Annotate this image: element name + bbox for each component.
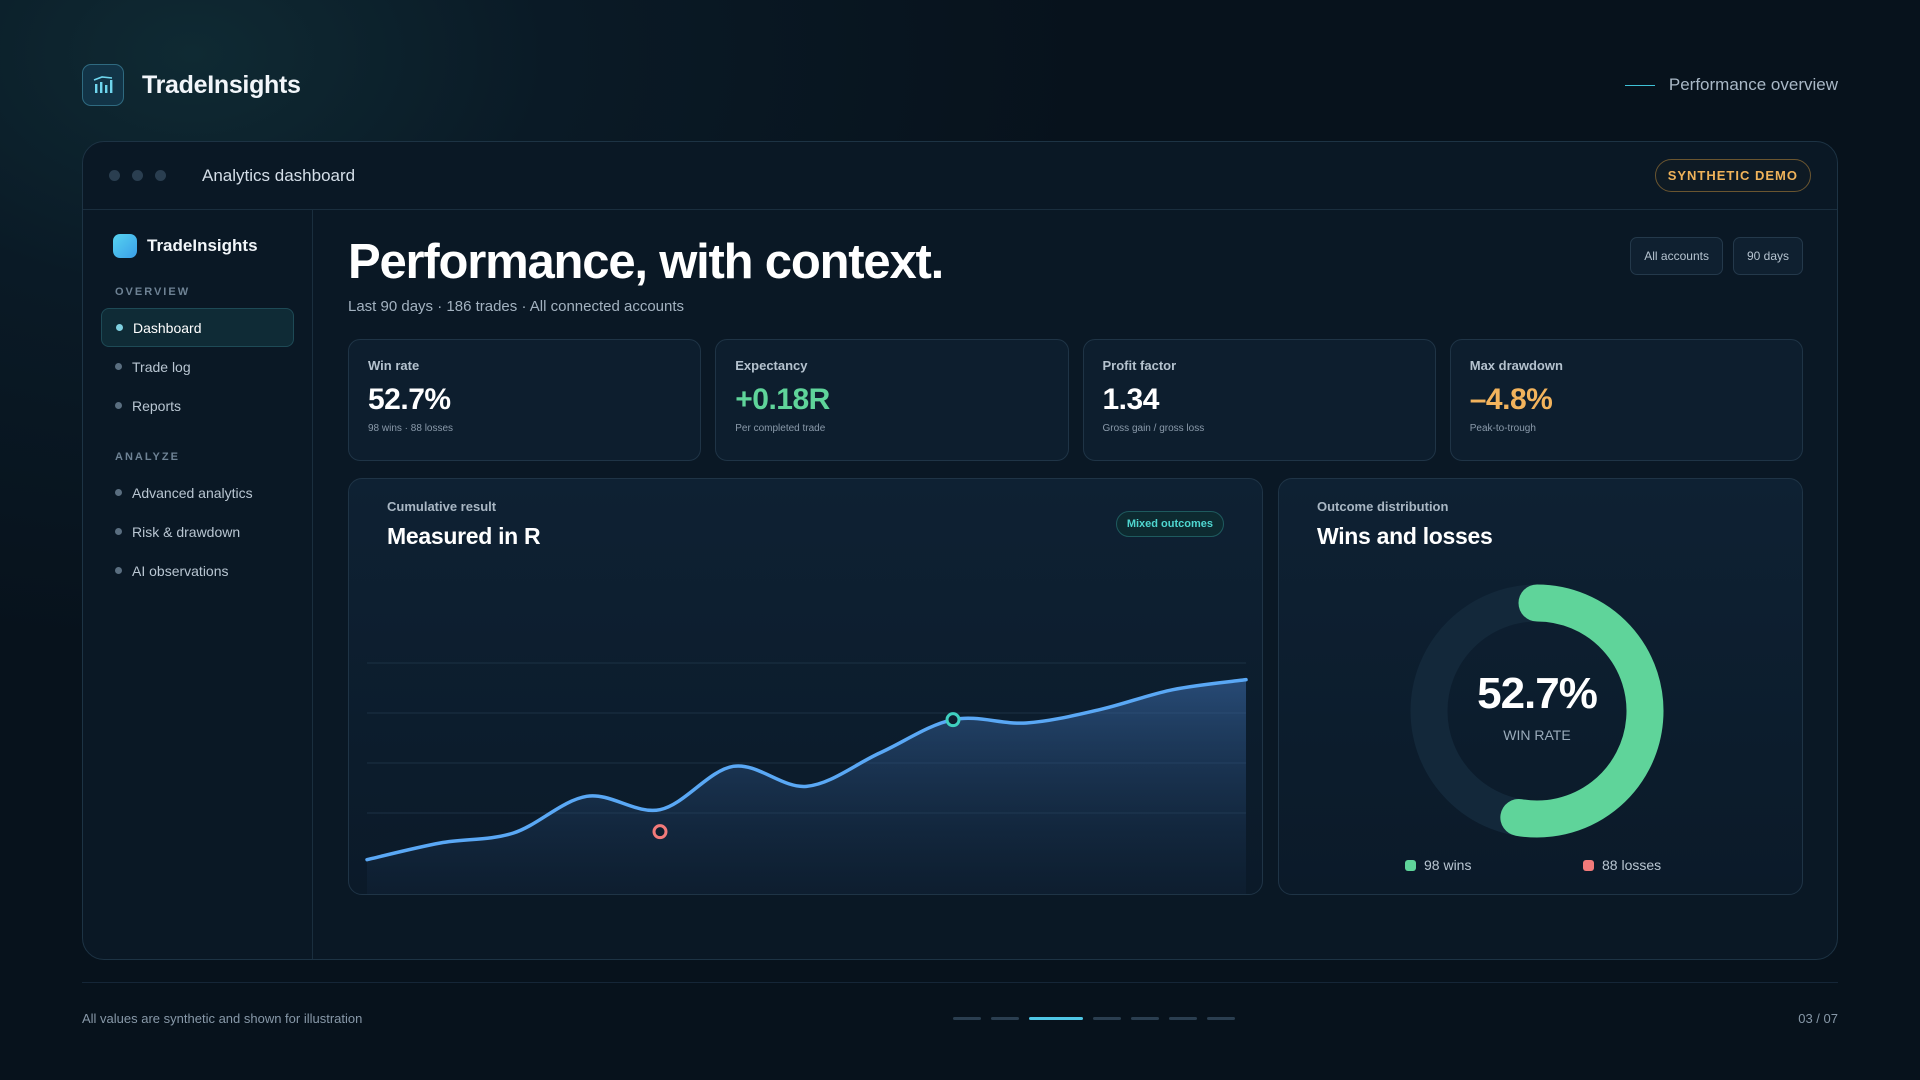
kpi-card-expectancy[interactable]: Expectancy +0.18R Per completed trade — [715, 339, 1069, 461]
sidebar-item-trade-log[interactable]: Trade log — [101, 347, 294, 386]
page-subtitle: Last 90 days · 186 trades · All connecte… — [348, 298, 685, 315]
sidebar-item-ai-observations[interactable]: AI observations — [101, 551, 294, 590]
win-loss-donut[interactable] — [1409, 583, 1665, 839]
page-title: Performance, with context. — [348, 235, 944, 289]
sidebar-brand-name: TradeInsights — [147, 236, 258, 255]
bullet-icon — [115, 567, 122, 574]
slide-pager — [953, 1017, 1235, 1020]
kpi-row: Win rate 52.7% 98 wins · 88 losses Expec… — [348, 339, 1803, 461]
window-header: Analytics dashboard SYNTHETIC DEMO — [83, 142, 1837, 210]
kpi-note: 98 wins · 88 losses — [368, 423, 454, 434]
sidebar-item-label: Trade log — [132, 358, 191, 375]
kpi-note: Peak-to-trough — [1469, 423, 1536, 434]
legend-label: 88 losses — [1602, 857, 1662, 873]
filter-bar: All accounts 90 days — [1630, 237, 1803, 275]
sidebar-item-label: Advanced analytics — [132, 484, 253, 501]
sidebar-item-label: AI observations — [132, 562, 229, 579]
kpi-card-win-rate[interactable]: Win rate 52.7% 98 wins · 88 losses — [348, 339, 702, 461]
window-dot-maximize[interactable] — [155, 170, 166, 181]
donut-center-label: WIN RATE — [1503, 727, 1571, 743]
card-kicker: Cumulative result — [387, 499, 497, 514]
bullet-icon — [115, 528, 122, 535]
app-logo-icon — [113, 234, 137, 258]
bullet-icon — [116, 324, 123, 331]
kpi-label: Max drawdown — [1469, 358, 1563, 373]
tagline: Performance overview — [1624, 75, 1838, 95]
loss-marker — [652, 824, 668, 840]
card-title: Wins and losses — [1317, 523, 1493, 549]
win-marker — [945, 712, 961, 728]
legend-swatch-wins — [1405, 859, 1416, 871]
tagline-text: Performance overview — [1668, 75, 1838, 94]
kpi-value: –4.8% — [1469, 383, 1553, 416]
footer-divider — [82, 982, 1838, 983]
cumulative-result-card: Cumulative result Measured in R Mixed ou… — [348, 478, 1263, 895]
footer-note: All values are synthetic and shown for i… — [82, 1011, 363, 1026]
kpi-note: Per completed trade — [735, 423, 826, 434]
bullet-icon — [115, 402, 122, 409]
donut-slice-wins — [1500, 584, 1664, 838]
mixed-outcomes-badge: Mixed outcomes — [1115, 511, 1224, 537]
pager-segment[interactable] — [1029, 1017, 1083, 1020]
outcome-distribution-card: Outcome distribution Wins and losses 52.… — [1278, 478, 1803, 895]
main-content: Performance, with context. Last 90 days … — [348, 210, 1803, 959]
sidebar-item-label: Dashboard — [133, 319, 202, 336]
sidebar-item-label: Reports — [132, 397, 182, 414]
window-dot-minimize[interactable] — [132, 170, 143, 181]
kpi-note: Gross gain / gross loss — [1102, 423, 1205, 434]
cumulative-area-chart[interactable] — [349, 479, 1263, 895]
filter-accounts-button[interactable]: All accounts — [1630, 237, 1723, 275]
synthetic-demo-badge: SYNTHETIC DEMO — [1654, 159, 1811, 192]
sidebar: TradeInsights OVERVIEW Dashboard Trade l… — [83, 210, 313, 959]
dashboard-window: Analytics dashboard SYNTHETIC DEMO Trade… — [82, 141, 1838, 960]
pager-segment[interactable] — [1207, 1017, 1235, 1020]
pager-segment[interactable] — [1131, 1017, 1159, 1020]
filter-period-button[interactable]: 90 days — [1732, 237, 1803, 275]
legend-item-wins: 98 wins — [1405, 857, 1471, 873]
legend-swatch-losses — [1583, 859, 1594, 871]
kpi-value: 1.34 — [1102, 383, 1160, 416]
sidebar-section-overview: OVERVIEW — [115, 286, 191, 298]
chart-bars-icon — [82, 64, 124, 106]
kpi-card-profit-factor[interactable]: Profit factor 1.34 Gross gain / gross lo… — [1082, 339, 1436, 461]
sidebar-item-dashboard[interactable]: Dashboard — [101, 308, 294, 347]
kpi-card-max-drawdown[interactable]: Max drawdown –4.8% Peak-to-trough — [1449, 339, 1803, 461]
sidebar-item-risk-drawdown[interactable]: Risk & drawdown — [101, 512, 294, 551]
pager-segment[interactable] — [991, 1017, 1019, 1020]
kpi-label: Win rate — [368, 358, 420, 373]
bullet-icon — [115, 489, 122, 496]
kpi-label: Expectancy — [735, 358, 808, 373]
page-count: 03 / 07 — [1798, 1011, 1838, 1026]
window-title: Analytics dashboard — [202, 165, 356, 185]
card-kicker: Outcome distribution — [1317, 499, 1449, 514]
kpi-value: 52.7% — [368, 383, 451, 416]
card-title: Measured in R — [387, 523, 541, 549]
sidebar-section-analyze: ANALYZE — [115, 451, 180, 463]
donut-center-value: 52.7% — [1477, 669, 1598, 718]
sidebar-item-label: Risk & drawdown — [132, 523, 241, 540]
pager-segment[interactable] — [1093, 1017, 1121, 1020]
legend-label: 98 wins — [1424, 857, 1472, 873]
kpi-value: +0.18R — [735, 383, 830, 416]
pager-segment[interactable] — [953, 1017, 981, 1020]
pager-segment[interactable] — [1169, 1017, 1197, 1020]
window-dot-close[interactable] — [109, 170, 120, 181]
sidebar-brand[interactable]: TradeInsights — [101, 234, 294, 258]
top-bar: TradeInsights Performance overview — [82, 64, 1838, 106]
sidebar-item-advanced-analytics[interactable]: Advanced analytics — [101, 473, 294, 512]
brand-name: TradeInsights — [142, 70, 301, 99]
kpi-label: Profit factor — [1102, 358, 1177, 373]
legend-item-losses: 88 losses — [1583, 857, 1661, 873]
tagline-rule — [1624, 84, 1655, 86]
series-line — [365, 677, 1248, 862]
sidebar-item-reports[interactable]: Reports — [101, 386, 294, 425]
bullet-icon — [115, 363, 122, 370]
brand[interactable]: TradeInsights — [82, 64, 301, 106]
